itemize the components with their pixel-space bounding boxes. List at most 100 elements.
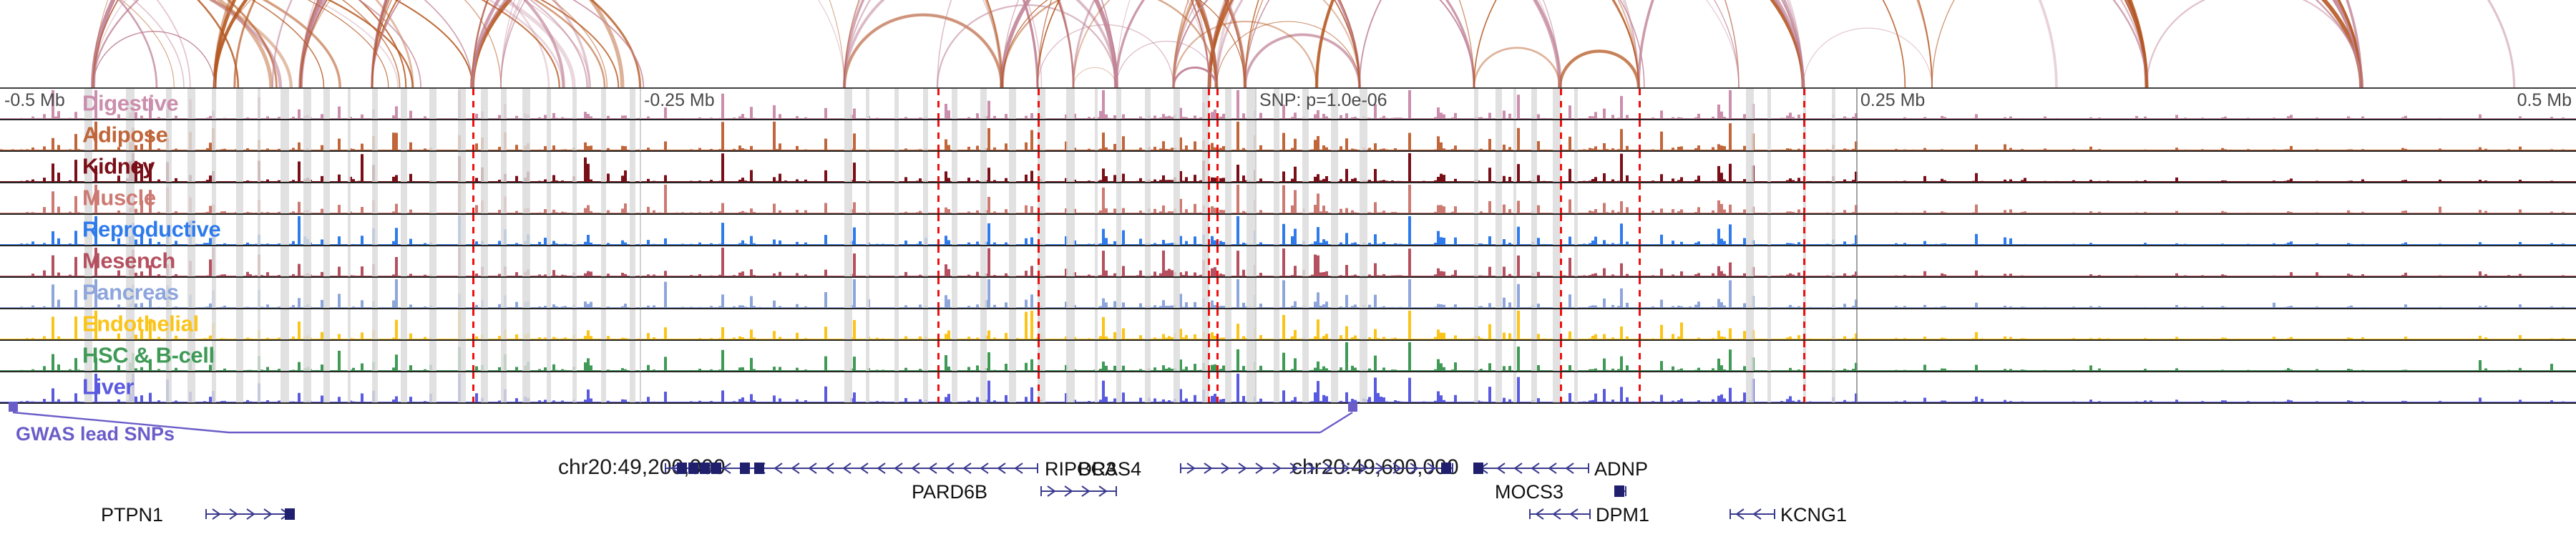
- loop-arc: [470, 0, 2363, 87]
- loop-arc: [1216, 21, 1360, 87]
- gene-name-label: PARD6B: [912, 481, 987, 503]
- gene-name-label: MOCS3: [1495, 481, 1563, 503]
- signal-track-digestive[interactable]: Digestive -0.5 Mb -0.25 Mb SNP: p=1.0e-06 0.…: [0, 89, 2576, 120]
- strand-chevron: [791, 463, 800, 474]
- strand-chevron: [1081, 485, 1091, 497]
- strand-chevron: [1735, 508, 1745, 520]
- signal-profile: [0, 184, 2576, 213]
- strand-chevron: [1204, 463, 1213, 474]
- strand-chevron: [1238, 463, 1247, 474]
- strand-chevron: [263, 508, 273, 520]
- loop-arc: [1637, 0, 2363, 87]
- loop-arc: [92, 0, 845, 87]
- signal-track-hsc-b-cell[interactable]: HSC & B-cell: [0, 341, 2576, 372]
- signal-track-endothelial[interactable]: Endothelial: [0, 309, 2576, 341]
- gene-model-DPM1[interactable]: DPM1: [1529, 504, 1649, 526]
- signal-profile: [0, 310, 2576, 339]
- strand-chevron: [1221, 463, 1230, 474]
- gwas-snp-svg: [9, 402, 1357, 434]
- exon-block: [1441, 463, 1451, 474]
- signal-track-muscle[interactable]: Muscle: [0, 183, 2576, 215]
- strand-chevron: [825, 463, 834, 474]
- strand-chevron: [1307, 463, 1316, 474]
- loop-arc: [92, 0, 1360, 87]
- loop-arc: [471, 0, 2148, 87]
- loop-arc: [1173, 0, 1561, 87]
- gene-model-MOCS3[interactable]: MOCS3: [1495, 481, 1626, 503]
- loop-arc: [117, 0, 158, 87]
- strand-chevron: [1255, 463, 1264, 474]
- gene-name-label: BCAS4: [1078, 458, 1141, 480]
- axis-tick-label: -0.5 Mb: [4, 90, 65, 110]
- gene-model-PTPN1[interactable]: PTPN1: [101, 504, 295, 526]
- loop-arc: [307, 0, 389, 87]
- signal-track-liver[interactable]: Liver: [0, 372, 2576, 404]
- gene-model-RIPOR3[interactable]: RIPOR3: [665, 458, 1117, 480]
- gene-model-PARD6B[interactable]: PARD6B: [912, 481, 1117, 503]
- strand-chevron: [1752, 508, 1762, 520]
- loop-arc: [1215, 0, 2516, 87]
- exon-block: [1614, 485, 1624, 497]
- loop-arc: [500, 0, 1561, 87]
- gene-model-BCAS4[interactable]: BCAS4: [1078, 458, 1453, 480]
- loop-arc: [1244, 0, 1933, 87]
- strand-chevron: [997, 463, 1006, 474]
- strand-chevron: [1535, 508, 1544, 520]
- signal-profile: [0, 121, 2576, 150]
- gwas-leader-line: [1319, 411, 1353, 434]
- gene-name-label: KCNG1: [1780, 504, 1847, 526]
- signal-profile: [0, 216, 2576, 245]
- signal-track-stack: Digestive -0.5 Mb -0.25 Mb SNP: p=1.0e-06 0.…: [0, 87, 2576, 404]
- strand-chevron: [911, 463, 920, 474]
- signal-track-pancreas[interactable]: Pancreas: [0, 278, 2576, 309]
- loop-arc: [1359, 0, 1804, 87]
- gene-model-ADNP[interactable]: ADNP: [1473, 458, 1648, 480]
- axis-tick-label: 0.5 Mb: [2517, 90, 2572, 110]
- genomic-coordinate-label: chr20:49,600,000: [1292, 455, 1459, 479]
- axis-tick-label: -0.25 Mb: [644, 90, 715, 110]
- loop-arc: [197, 0, 240, 87]
- strand-chevron: [1427, 463, 1436, 474]
- loop-arc: [1172, 67, 1218, 87]
- strand-chevron: [246, 508, 255, 520]
- loop-arc: [1802, 27, 1933, 87]
- strand-chevron: [877, 463, 886, 474]
- strand-chevron: [722, 463, 731, 474]
- exon-block: [677, 463, 687, 474]
- signal-track-kidney[interactable]: Kidney: [0, 152, 2576, 183]
- strand-chevron: [1014, 463, 1023, 474]
- loop-arc: [1244, 33, 1361, 87]
- signal-track-mesench[interactable]: Mesench: [0, 246, 2576, 278]
- loop-arc: [843, 0, 1118, 87]
- signal-profile: [0, 342, 2576, 371]
- loop-arc: [1473, 47, 1561, 87]
- strand-chevron: [859, 463, 869, 474]
- gene-model-KCNG1[interactable]: KCNG1: [1729, 504, 1847, 526]
- loop-arc: [213, 0, 1004, 87]
- strand-chevron: [1341, 463, 1350, 474]
- loop-arc: [1558, 49, 1641, 87]
- signal-track-reproductive[interactable]: Reproductive: [0, 215, 2576, 246]
- exon-block: [711, 463, 721, 474]
- exon-block: [754, 463, 764, 474]
- loop-arc: [843, 0, 2148, 87]
- strand-chevron: [928, 463, 937, 474]
- gene-name-label: DPM1: [1596, 504, 1649, 526]
- loop-arc: [1208, 0, 2148, 87]
- gwas-lead-snp-marker[interactable]: [1348, 402, 1357, 412]
- gwas-lead-snp-track[interactable]: GWAS lead SNPs: [0, 402, 2576, 454]
- loop-arc: [1037, 24, 1174, 87]
- gene-annotation-track[interactable]: RIPOR3 BCAS4 ADNP PARD6B MOCS3 PTPN1 DPM1 KCNG1: [0, 447, 2576, 533]
- gene-name-label: PTPN1: [101, 504, 163, 526]
- gene-name-label: ADNP: [1594, 458, 1648, 480]
- strand-chevron: [1565, 463, 1574, 474]
- loop-arc: [1115, 0, 1475, 87]
- gwas-lead-snp-marker[interactable]: [9, 402, 18, 412]
- exon-block: [740, 463, 750, 474]
- chromatin-loop-arc-panel: [0, 0, 2576, 87]
- signal-track-adipose[interactable]: Adipose: [0, 120, 2576, 152]
- strand-chevron: [229, 508, 238, 520]
- loop-arc: [470, 0, 1805, 87]
- strand-chevron: [670, 463, 680, 474]
